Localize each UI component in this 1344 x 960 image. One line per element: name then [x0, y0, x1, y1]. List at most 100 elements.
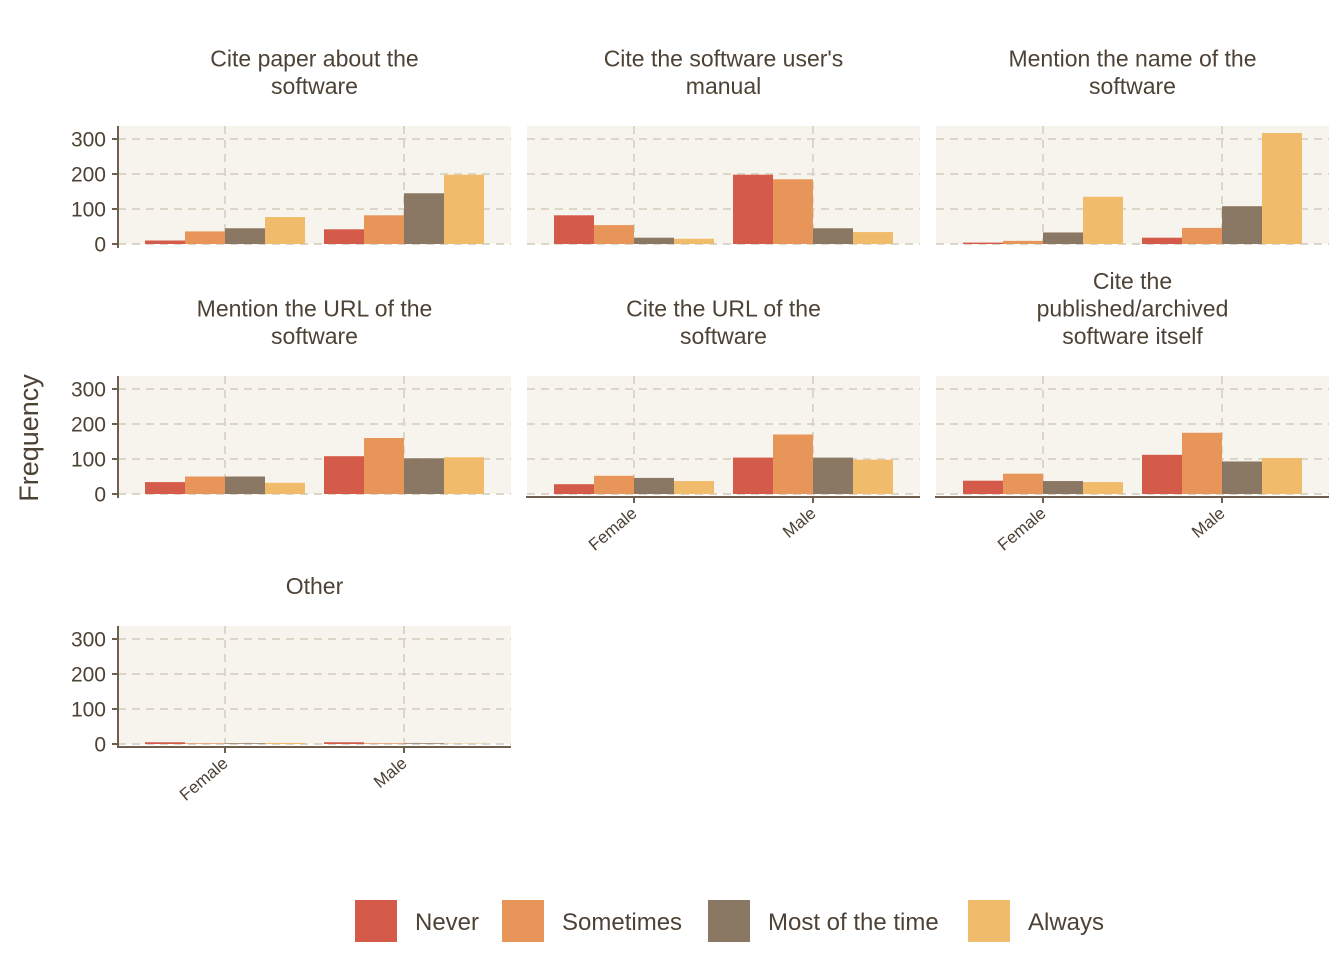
legend-label: Never [415, 909, 479, 936]
bar [773, 434, 813, 494]
y-tick-label: 300 [71, 129, 106, 152]
facet-title: Cite the URL of the [626, 296, 821, 322]
legend-swatch [502, 900, 544, 942]
bar [265, 742, 305, 744]
bar [1262, 133, 1302, 244]
bar [1083, 482, 1123, 494]
bar [1043, 481, 1083, 494]
facet-title: Cite the software user's [604, 46, 844, 72]
facet-panels: Cite paper about thesoftware0100200300Ci… [71, 46, 1329, 805]
bar [554, 215, 594, 244]
bar [1182, 432, 1222, 494]
bar [813, 228, 853, 244]
bar [225, 476, 265, 494]
bar [813, 457, 853, 494]
y-tick-label: 0 [94, 484, 106, 507]
facet-title: software [271, 73, 358, 99]
y-tick-label: 100 [71, 199, 106, 222]
bar [185, 231, 225, 244]
bar [364, 438, 404, 494]
bar [853, 459, 893, 494]
bar [733, 457, 773, 494]
x-tick-label: Female [176, 754, 232, 805]
bar [265, 482, 305, 494]
bar [853, 232, 893, 244]
bar [1142, 237, 1182, 244]
y-tick-label: 0 [94, 234, 106, 257]
y-tick-label: 300 [71, 629, 106, 652]
y-tick-label: 200 [71, 164, 106, 187]
facet-title: Cite paper about the [210, 46, 418, 72]
facet-title: Cite the [1093, 268, 1172, 294]
bar [324, 456, 364, 494]
bar [963, 242, 1003, 244]
bar [1222, 206, 1262, 244]
legend-item: Never [355, 900, 479, 942]
bar [444, 457, 484, 494]
bar [1043, 232, 1083, 244]
x-tick-label: Female [994, 504, 1050, 555]
facet-title: software itself [1062, 323, 1203, 349]
legend-swatch [968, 900, 1010, 942]
bar [404, 743, 444, 744]
bar [185, 476, 225, 494]
y-tick-label: 200 [71, 414, 106, 437]
bar [444, 174, 484, 244]
bar [364, 743, 404, 744]
bar [594, 475, 634, 494]
bar [145, 240, 185, 244]
x-tick-label: Male [1188, 504, 1228, 542]
legend-item: Sometimes [502, 900, 682, 942]
bar [634, 237, 674, 244]
legend-label: Always [1028, 909, 1104, 936]
y-tick-label: 100 [71, 699, 106, 722]
bar [225, 228, 265, 244]
bar [594, 225, 634, 244]
bar [185, 743, 225, 744]
bar [324, 229, 364, 244]
bar [1182, 227, 1222, 244]
facet-title: software [680, 323, 767, 349]
bar [674, 481, 714, 494]
y-tick-label: 300 [71, 379, 106, 402]
bar [773, 179, 813, 244]
x-tick-label: Female [585, 504, 641, 555]
legend-label: Most of the time [768, 909, 939, 936]
bar [265, 217, 305, 244]
legend-item: Most of the time [708, 900, 939, 942]
bar [554, 484, 594, 494]
bar [1262, 457, 1302, 494]
facet-title: software [1089, 73, 1176, 99]
bar [1142, 454, 1182, 494]
x-tick-label: Male [779, 504, 819, 542]
panel-background [118, 626, 511, 744]
bar [733, 174, 773, 244]
bar [324, 742, 364, 744]
y-tick-label: 0 [94, 734, 106, 757]
bar [963, 480, 1003, 494]
y-tick-label: 200 [71, 664, 106, 687]
facet-title: Other [286, 573, 344, 599]
bar [674, 238, 714, 244]
legend-swatch [355, 900, 397, 942]
x-tick-label: Male [370, 754, 410, 792]
bar [634, 477, 674, 494]
facet-title: Mention the URL of the [197, 296, 433, 322]
legend-swatch [708, 900, 750, 942]
bar [145, 742, 185, 744]
facet-title: software [271, 323, 358, 349]
bar [364, 215, 404, 244]
bar [1003, 473, 1043, 494]
bar [1003, 240, 1043, 244]
y-axis-title: Frequency [14, 374, 44, 502]
bar [404, 458, 444, 494]
facet-title: Mention the name of the [1008, 46, 1256, 72]
bar [404, 193, 444, 244]
